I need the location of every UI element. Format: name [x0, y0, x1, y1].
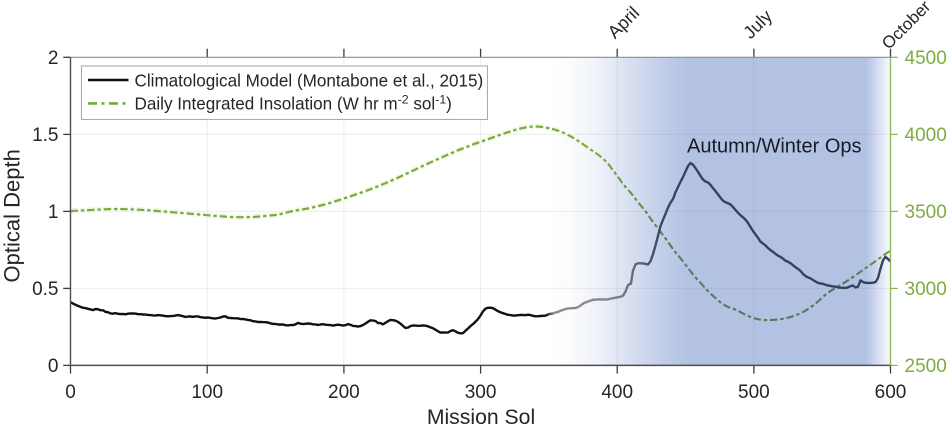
svg-text:0: 0	[48, 356, 59, 377]
svg-text:1.5: 1.5	[32, 125, 58, 146]
svg-text:October: October	[878, 0, 934, 53]
svg-text:200: 200	[328, 382, 360, 403]
svg-text:100: 100	[191, 382, 223, 403]
svg-text:2500: 2500	[905, 356, 947, 377]
svg-text:0: 0	[65, 382, 76, 403]
svg-text:1: 1	[48, 202, 59, 223]
svg-text:2: 2	[48, 48, 59, 69]
svg-text:Daily Integrated Insolation (W: Daily Integrated Insolation (W hr m-2 so…	[135, 93, 452, 114]
svg-text:300: 300	[465, 382, 497, 403]
svg-text:600: 600	[875, 382, 907, 403]
svg-text:4500: 4500	[905, 48, 947, 69]
svg-text:500: 500	[738, 382, 770, 403]
svg-text:Optical Depth: Optical Depth	[0, 149, 24, 282]
svg-text:July: July	[739, 6, 776, 43]
svg-text:400: 400	[601, 382, 633, 403]
svg-text:3000: 3000	[905, 279, 947, 300]
svg-text:Autumn/Winter Ops: Autumn/Winter Ops	[687, 136, 862, 158]
svg-text:3500: 3500	[905, 202, 947, 223]
svg-text:0.5: 0.5	[32, 279, 58, 300]
svg-text:Mission Sol: Mission Sol	[427, 406, 535, 428]
svg-text:Climatological Model (Montabon: Climatological Model (Montabone et al., …	[135, 71, 484, 90]
svg-text:4000: 4000	[905, 125, 947, 146]
svg-text:April: April	[604, 3, 644, 43]
